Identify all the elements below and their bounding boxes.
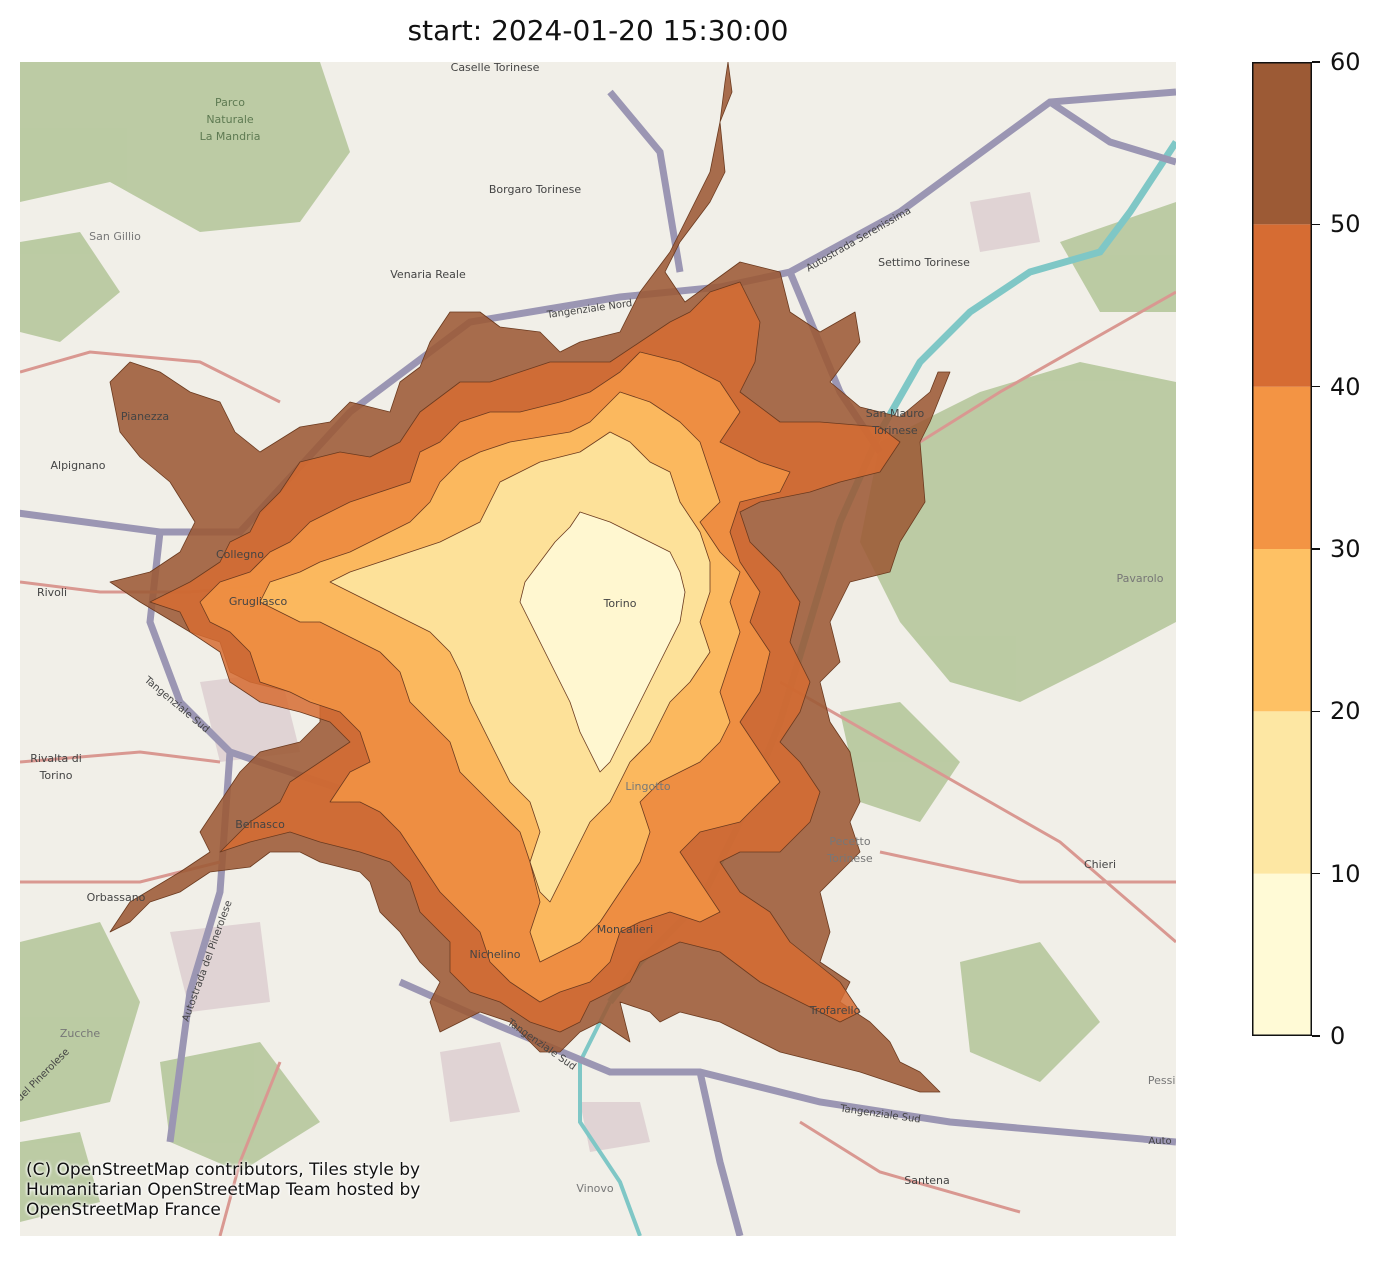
colorbar-tick-mark bbox=[1312, 223, 1320, 226]
colorbar-bin-0-10 bbox=[1252, 873, 1312, 1036]
label-venaria: Venaria Reale bbox=[390, 268, 466, 281]
label-collegno: Collegno bbox=[216, 548, 264, 561]
colorbar-frame bbox=[1252, 62, 1312, 1036]
label-borgaro: Borgaro Torinese bbox=[489, 183, 581, 196]
label-auto-edge: Auto bbox=[1148, 1136, 1171, 1147]
colorbar-bin-50-60 bbox=[1252, 62, 1312, 225]
map-attribution: (C) OpenStreetMap contributors, Tiles st… bbox=[26, 1160, 420, 1220]
colorbar bbox=[1252, 62, 1312, 1036]
attribution-line-1: (C) OpenStreetMap contributors, Tiles st… bbox=[26, 1160, 421, 1180]
colorbar-tick-mark bbox=[1312, 385, 1320, 388]
label-parco-2: Naturale bbox=[206, 113, 254, 126]
label-san-gillio: San Gillio bbox=[89, 230, 141, 243]
label-moncalieri: Moncalieri bbox=[597, 923, 653, 936]
colorbar-bin-30-40 bbox=[1252, 386, 1312, 549]
label-pecetto-1: Pecetto bbox=[829, 835, 870, 848]
green-areas bbox=[20, 62, 1176, 1222]
attribution-line-3: OpenStreetMap France bbox=[26, 1200, 221, 1220]
label-chieri: Chieri bbox=[1084, 858, 1116, 871]
isochrone-layers bbox=[109, 62, 951, 1093]
label-trofarello: Trofarello bbox=[809, 1004, 861, 1017]
colorbar-tick-label: 40 bbox=[1330, 372, 1361, 401]
label-lingotto: Lingotto bbox=[625, 780, 670, 793]
colorbar-bin-40-50 bbox=[1252, 224, 1312, 387]
urban-areas bbox=[170, 192, 1040, 1152]
isochrone-map[interactable]: Caselle Torinese Parco Naturale La Mandr… bbox=[20, 62, 1176, 1236]
label-grugliasco: Grugliasco bbox=[229, 595, 288, 608]
colorbar-tick-label: 10 bbox=[1330, 859, 1361, 888]
attribution-line-2: Humanitarian OpenStreetMap Team hosted b… bbox=[26, 1180, 421, 1200]
label-zucche: Zucche bbox=[60, 1027, 101, 1040]
colorbar-tick-label: 20 bbox=[1330, 697, 1361, 726]
colorbar-tick-mark bbox=[1312, 548, 1320, 550]
label-torino: Torino bbox=[603, 597, 637, 610]
colorbar-bin-10-20 bbox=[1252, 711, 1312, 874]
colorbar-tick-mark bbox=[1312, 61, 1320, 63]
label-alpignano: Alpignano bbox=[50, 459, 105, 472]
label-san-mauro-1: San Mauro bbox=[866, 407, 925, 420]
label-parco-1: Parco bbox=[215, 96, 245, 109]
label-caselle: Caselle Torinese bbox=[451, 62, 540, 74]
label-santena: Santena bbox=[904, 1174, 950, 1187]
label-rivalta-2: Torino bbox=[39, 769, 73, 782]
label-nichelino: Nichelino bbox=[470, 948, 521, 961]
label-parco-3: La Mandria bbox=[200, 130, 261, 143]
map-title: start: 2024-01-20 15:30:00 bbox=[407, 14, 789, 47]
colorbar-tick-mark bbox=[1312, 872, 1320, 875]
label-orbassano: Orbassano bbox=[87, 891, 146, 904]
colorbar-bin-20-30 bbox=[1252, 549, 1312, 712]
label-settimo: Settimo Torinese bbox=[878, 256, 970, 269]
label-pecetto-2: Torinese bbox=[826, 852, 873, 865]
colorbar-tick-label: 30 bbox=[1330, 535, 1361, 563]
colorbar-tick-mark bbox=[1312, 710, 1320, 713]
isochrone-0-10 bbox=[519, 511, 686, 773]
label-vinovo: Vinovo bbox=[576, 1182, 614, 1195]
colorbar-tick-label: 0 bbox=[1330, 1022, 1346, 1050]
label-pavarolo: Pavarolo bbox=[1117, 572, 1164, 585]
label-pessio: Pessio bbox=[1148, 1074, 1176, 1087]
label-pianezza: Pianezza bbox=[121, 410, 169, 423]
colorbar-ticks: 0 10 20 30 40 50 60 bbox=[1312, 48, 1382, 1050]
label-san-mauro-2: Torinese bbox=[871, 424, 918, 437]
label-rivoli: Rivoli bbox=[37, 586, 67, 599]
colorbar-tick-label: 50 bbox=[1330, 210, 1361, 239]
label-rivalta-1: Rivalta di bbox=[30, 752, 82, 765]
label-beinasco: Beinasco bbox=[235, 818, 285, 831]
colorbar-tick-mark bbox=[1312, 1035, 1320, 1037]
colorbar-tick-label: 60 bbox=[1330, 48, 1361, 76]
